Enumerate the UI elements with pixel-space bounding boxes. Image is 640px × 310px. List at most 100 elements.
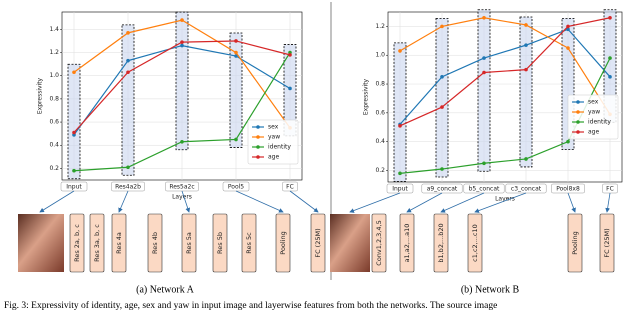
- layer-label: Res 5c: [245, 232, 253, 254]
- point: [398, 124, 402, 128]
- point: [126, 70, 130, 75]
- legend-label: identity: [268, 144, 291, 151]
- y-tick-label: 0.2: [49, 165, 59, 172]
- point: [524, 23, 528, 27]
- point: [180, 139, 184, 144]
- x-tick-label: FC: [606, 185, 614, 192]
- point: [524, 157, 528, 161]
- layer-block: [241, 213, 257, 273]
- layer-label: a1,a2,...a10: [403, 224, 411, 263]
- x-tick-label: Input: [66, 183, 82, 190]
- legend-marker: [256, 125, 260, 129]
- y-tick-label: 0.4: [49, 142, 59, 149]
- legend-box: [247, 119, 299, 165]
- y-axis-label: Expressivity: [363, 78, 370, 115]
- layer-block: [89, 213, 105, 273]
- layer-block: [181, 213, 197, 273]
- layer-block: [275, 213, 291, 273]
- highlight-box: [477, 9, 491, 172]
- arrow: [406, 192, 443, 213]
- arrow: [39, 190, 75, 213]
- point: [608, 15, 612, 20]
- y-tick-label: 0.2: [375, 167, 385, 174]
- legend-label: age: [588, 129, 599, 136]
- point: [482, 15, 486, 20]
- legend-marker: [256, 155, 260, 159]
- arrow: [605, 192, 611, 213]
- point: [482, 56, 486, 60]
- layer-block: [111, 213, 127, 273]
- legend-label: sex: [588, 99, 599, 106]
- point: [126, 165, 130, 170]
- caption: (b) Network B: [461, 284, 520, 295]
- y-tick-label: 0.6: [375, 109, 385, 116]
- point: [482, 70, 486, 75]
- x-tick-label: c3_concat: [511, 185, 542, 192]
- layer-label: Res 5a: [185, 232, 193, 254]
- legend-box: [567, 94, 619, 140]
- series-line: [399, 17, 611, 115]
- x-tick-label: Input: [392, 185, 408, 192]
- point: [234, 54, 238, 58]
- face-image: [18, 214, 64, 272]
- y-tick-label: 1.0: [49, 72, 59, 79]
- x-tick-label: Pool8x8: [556, 185, 580, 192]
- point: [72, 168, 76, 173]
- layer-label: Res 2a, b, c: [73, 224, 81, 262]
- layer-label: Conv1,2,3,4,5: [375, 220, 383, 265]
- layer-block: [147, 213, 163, 273]
- face-image: [330, 214, 370, 272]
- layer-block: [433, 213, 449, 273]
- legend-marker: [256, 145, 260, 149]
- point: [398, 171, 402, 176]
- arrow: [118, 190, 129, 213]
- arrow: [289, 190, 319, 213]
- arrow: [440, 192, 485, 213]
- point: [234, 50, 238, 55]
- point: [398, 49, 402, 53]
- point: [524, 43, 528, 47]
- highlight-box: [393, 42, 407, 182]
- point: [126, 58, 130, 63]
- legend-marker: [256, 135, 260, 139]
- arrow: [474, 192, 527, 213]
- point: [440, 75, 444, 79]
- layer-block: [467, 213, 483, 273]
- layer-block: [399, 213, 415, 273]
- layer-label: Res 4a: [115, 232, 123, 254]
- x-tick-label: Res5a2c: [169, 183, 194, 190]
- layer-block: [310, 213, 326, 273]
- point: [72, 70, 76, 75]
- point: [234, 39, 238, 43]
- point: [234, 137, 238, 142]
- point: [288, 86, 292, 91]
- point: [608, 75, 612, 79]
- plot-frame: [387, 11, 623, 183]
- x-tick-label: a9_concat: [427, 185, 458, 192]
- point: [566, 27, 570, 32]
- layer-label: FC (25M): [314, 228, 322, 257]
- point: [440, 167, 444, 171]
- y-tick-label: 1.4: [49, 26, 59, 33]
- point: [566, 24, 570, 29]
- highlight-box: [435, 18, 449, 178]
- y-tick-label: 0.8: [49, 95, 59, 102]
- y-tick-label: 1.2: [49, 49, 59, 56]
- layer-block: [212, 213, 228, 273]
- x-tick-label: FC: [286, 183, 294, 190]
- legend-marker: [576, 120, 580, 124]
- layer-block: [599, 213, 615, 273]
- y-tick-label: 1.0: [375, 52, 385, 59]
- arrow: [349, 192, 401, 213]
- layer-label: Res 5b: [216, 232, 224, 254]
- highlight-box: [175, 11, 189, 151]
- arrow: [567, 192, 576, 213]
- figure-caption: Fig. 3: Expressivity of identity, age, s…: [4, 300, 497, 310]
- legend-marker: [576, 130, 580, 134]
- layer-block: [567, 213, 583, 273]
- y-tick-label: 1.2: [375, 23, 385, 30]
- highlight-box: [229, 32, 243, 148]
- point: [180, 40, 184, 44]
